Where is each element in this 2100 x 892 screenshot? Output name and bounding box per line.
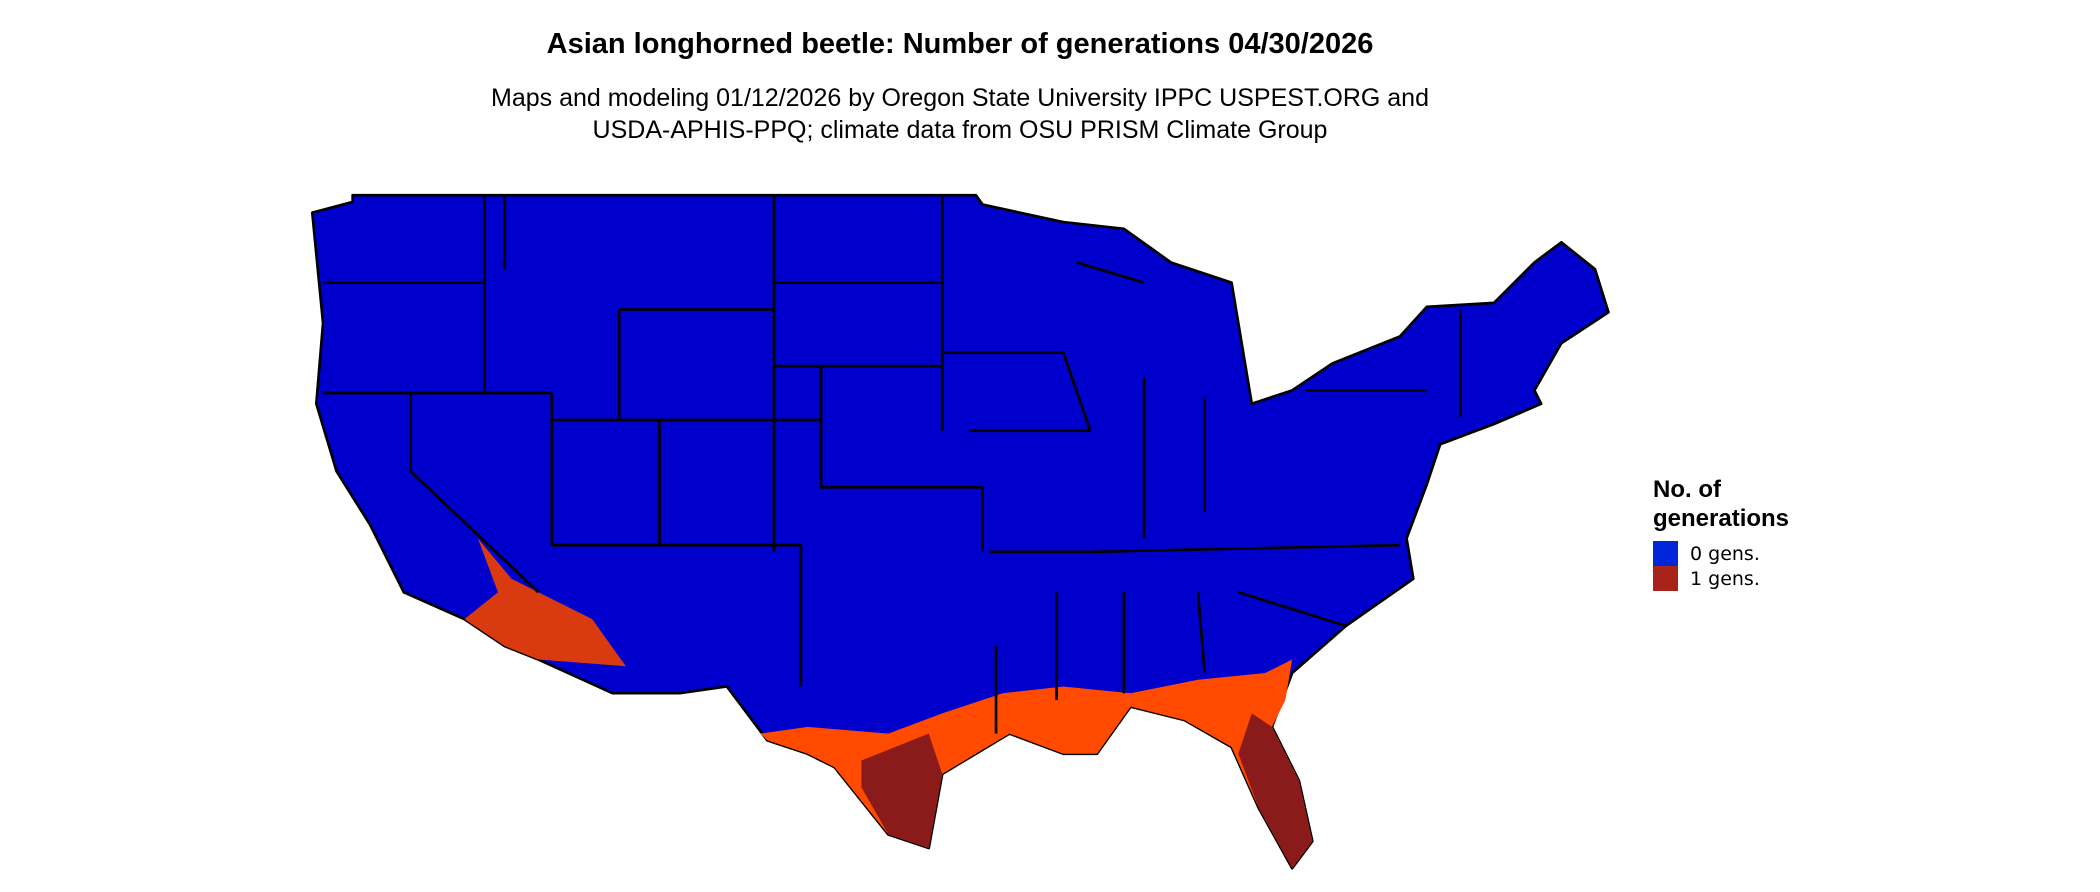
arizona-one-gen-region: [464, 538, 626, 667]
map-title: Asian longhorned beetle: Number of gener…: [546, 28, 1374, 60]
legend-title-line1: No. of: [1653, 476, 1721, 503]
legend-item-1-gens: 1 gens.: [1653, 566, 1789, 591]
map-subtitle-line1: Maps and modeling 01/12/2026 by Oregon S…: [491, 84, 1429, 112]
state-borders: [323, 195, 1462, 734]
legend-swatch: [1653, 541, 1678, 566]
legend-title-line2: generations: [1653, 505, 1790, 532]
south-texas-high-region: [861, 733, 943, 848]
legend-label: 0 gens.: [1690, 542, 1760, 565]
legend-item-0-gens: 0 gens.: [1653, 541, 1789, 566]
legend-label: 1 gens.: [1690, 567, 1760, 590]
conus-outline: [310, 193, 1610, 870]
map-subtitle-line2: USDA-APHIS-PPQ; climate data from OSU PR…: [592, 116, 1328, 144]
florida-high-region: [1238, 713, 1313, 869]
legend-swatch: [1653, 566, 1678, 591]
map-legend: No. of generations 0 gens. 1 gens.: [1653, 475, 1789, 591]
legend-title: No. of generations: [1653, 475, 1789, 533]
